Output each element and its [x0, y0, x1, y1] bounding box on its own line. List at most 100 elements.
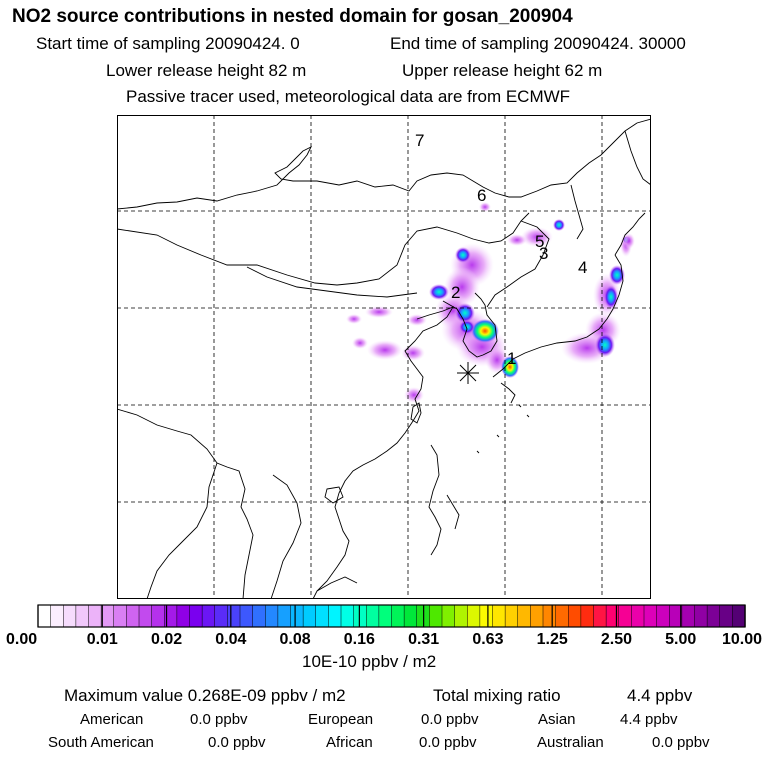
- region-american-value: 0.0 ppbv: [190, 711, 248, 728]
- colorbar-cell: [340, 604, 355, 628]
- colorbar-cell: [643, 604, 658, 628]
- colorbar-cell: [138, 604, 153, 628]
- colorbar-cell: [631, 604, 645, 628]
- colorbar-cell: [328, 604, 342, 628]
- colorbar-cell: [429, 604, 443, 628]
- start-sampling-time: Start time of sampling 20090424. 0: [36, 34, 300, 53]
- region-label-6: 6: [477, 186, 486, 205]
- colorbar-cell: [189, 604, 203, 628]
- colorbar-cell: [50, 604, 64, 628]
- region-label-4: 4: [578, 258, 587, 277]
- upper-release-height: Upper release height 62 m: [402, 61, 603, 80]
- colorbar-tick-label: 0.04: [215, 631, 246, 648]
- colorbar-cell: [151, 604, 165, 628]
- colorbar-cell: [277, 604, 292, 628]
- colorbar-cell: [441, 604, 456, 628]
- colorbar-tick-label: 2.50: [601, 631, 632, 648]
- colorbar-cell: [542, 604, 557, 628]
- lower-release-height: Lower release height 82 m: [106, 61, 307, 80]
- plot-title: NO2 source contributions in nested domai…: [12, 6, 573, 27]
- colorbar-tick-label: 0.01: [87, 631, 118, 648]
- colorbar-cell: [618, 604, 633, 628]
- colorbar-cell: [75, 604, 90, 628]
- colorbar-cell: [492, 604, 506, 628]
- colorbar-cell: [239, 604, 254, 628]
- colorbar-cell: [88, 604, 102, 628]
- total-mixing-label: Total mixing ratio: [433, 686, 561, 705]
- colorbar-cell: [63, 604, 77, 628]
- map-frame: [117, 115, 651, 599]
- colorbar-cell: [706, 604, 721, 628]
- colorbar-tick-label: 10.00: [722, 631, 762, 648]
- end-sampling-time: End time of sampling 20090424. 30000: [390, 34, 686, 53]
- colorbar-cell: [113, 604, 128, 628]
- grid-lines: [117, 115, 651, 599]
- colorbar-cell: [252, 604, 266, 628]
- colorbar-cell: [681, 604, 696, 628]
- region-australian-value: 0.0 ppbv: [652, 734, 710, 751]
- colorbar-cell: [37, 604, 52, 628]
- colorbar-cell: [454, 604, 468, 628]
- region-label-3: 3: [539, 244, 548, 263]
- colorbar-cell: [517, 604, 532, 628]
- colorbar-cell: [568, 604, 582, 628]
- region-label-2: 2: [451, 283, 460, 302]
- colorbar-cell: [315, 604, 330, 628]
- colorbar-cell: [555, 604, 569, 628]
- region-asian-value: 4.4 ppbv: [620, 711, 678, 728]
- colorbar-cell: [467, 604, 481, 628]
- region-european-value: 0.0 ppbv: [421, 711, 479, 728]
- colorbar-cell: [504, 604, 519, 628]
- region-label-7: 7: [415, 131, 424, 150]
- colorbar-cell: [126, 604, 140, 628]
- colorbar-cell: [265, 604, 279, 628]
- colorbar-cell: [593, 604, 607, 628]
- region-american-name: American: [80, 711, 144, 728]
- colorbar-unit: 10E-10 ppbv / m2: [302, 652, 437, 671]
- region-label-5: 5: [535, 232, 544, 251]
- colorbar-cell: [227, 604, 241, 628]
- colorbar-cell: [694, 604, 708, 628]
- colorbar-cell: [530, 604, 544, 628]
- region-african-value: 0.0 ppbv: [419, 734, 477, 751]
- region-australian-name: Australian: [537, 734, 604, 751]
- region-asian-name: Asian: [538, 711, 576, 728]
- colorbar-cell: [366, 604, 380, 628]
- colorbar-cell: [719, 604, 734, 628]
- colorbar-cell: [656, 604, 670, 628]
- colorbar-tick-label: 0.02: [151, 631, 182, 648]
- colorbar-cells: [37, 604, 746, 628]
- colorbar-tick-label: 1.25: [537, 631, 568, 648]
- colorbar-cell: [302, 604, 317, 628]
- colorbar-cell: [391, 604, 405, 628]
- colorbar-cell: [732, 604, 746, 628]
- colorbar-tick-label: 0.08: [280, 631, 311, 648]
- colorbar-cell: [580, 604, 595, 628]
- colorbar-tick-label: 0.00: [6, 631, 37, 648]
- total-mixing-value: 4.4 ppbv: [627, 686, 693, 705]
- colorbar-cell: [403, 604, 418, 628]
- region-south-american-value: 0.0 ppbv: [208, 734, 266, 751]
- colorbar-tick-label: 5.00: [665, 631, 696, 648]
- colorbar: 0.00 0.01 0.02 0.04 0.08 0.16 0.31 0.63 1.25 2.50…: [6, 604, 762, 648]
- colorbar-ticks: 0.00 0.01 0.02 0.04 0.08 0.16 0.31 0.63 1.25 2.50…: [6, 605, 762, 648]
- colorbar-cell: [214, 604, 229, 628]
- maximum-value: Maximum value 0.268E-09 ppbv / m2: [64, 686, 346, 705]
- colorbar-tick-label: 0.63: [472, 631, 503, 648]
- colorbar-tick-label: 0.16: [344, 631, 375, 648]
- colorbar-cell: [201, 604, 216, 628]
- region-south-american-name: South American: [48, 734, 154, 751]
- colorbar-cell: [378, 604, 393, 628]
- region-european-name: European: [308, 711, 374, 728]
- map-panel: 7 6 5 3 4 2 1: [117, 115, 651, 599]
- colorbar-cell: [353, 604, 367, 628]
- colorbar-cell: [100, 604, 115, 628]
- receptor-marker: [457, 362, 479, 384]
- colorbar-cell: [176, 604, 191, 628]
- region-label-1: 1: [507, 349, 516, 368]
- colorbar-tick-label: 0.31: [408, 631, 439, 648]
- colorbar-cell: [479, 604, 494, 628]
- region-african-name: African: [326, 734, 373, 751]
- coastlines: [117, 118, 651, 599]
- colorbar-cell: [605, 604, 620, 628]
